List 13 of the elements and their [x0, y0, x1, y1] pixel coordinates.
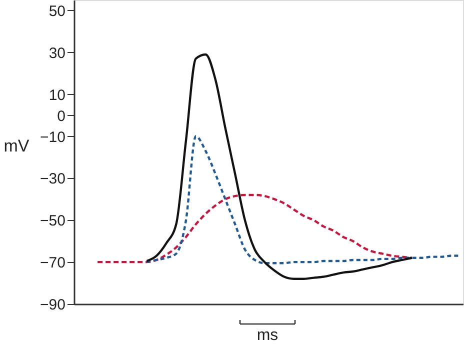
- line-series: [146, 53, 414, 280]
- y-tick-label: −90: [40, 296, 66, 314]
- y-tick-label: 50: [48, 2, 66, 20]
- y-tick-label: 0: [57, 108, 66, 125]
- y-tick-label: 30: [48, 44, 66, 62]
- y-tick-label: 10: [48, 86, 66, 104]
- y-tick-label: −10: [40, 128, 66, 146]
- y-axis-title: mV: [4, 136, 30, 156]
- text: ms: [256, 327, 278, 344]
- y-tick-label: −50: [40, 212, 66, 230]
- y-tick-label: −30: [40, 170, 66, 188]
- y-tick-label: −70: [40, 254, 66, 272]
- line-series: [96, 194, 414, 264]
